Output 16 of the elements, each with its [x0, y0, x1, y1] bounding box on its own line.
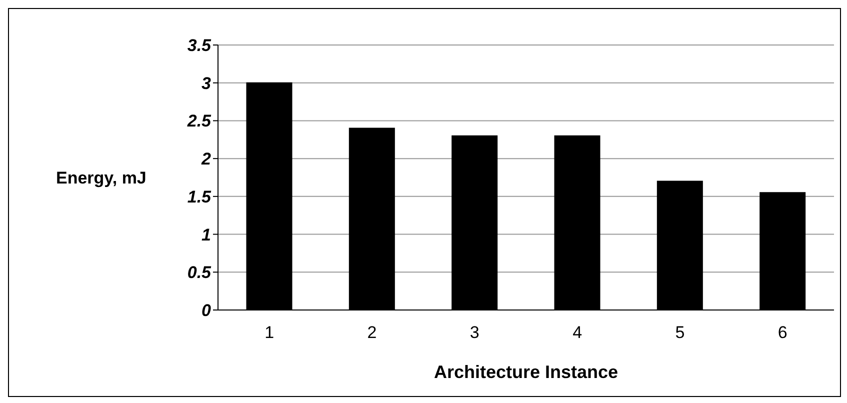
- y-tick-label: 1.5: [187, 187, 212, 206]
- x-tick-label: 6: [778, 323, 788, 342]
- x-tick-label: 4: [572, 323, 582, 342]
- x-tick-label: 2: [367, 323, 377, 342]
- y-tick-label: 0.5: [187, 263, 212, 282]
- x-tick-label: 1: [264, 323, 274, 342]
- y-tick-label: 2.5: [186, 112, 212, 131]
- y-tick-label: 0: [202, 301, 212, 320]
- x-tick-label: 5: [675, 323, 685, 342]
- x-axis-title: Architecture Instance: [434, 362, 618, 382]
- y-tick-label: 3: [202, 74, 212, 93]
- x-tick-label: 3: [470, 323, 480, 342]
- y-tick-label: 3.5: [187, 36, 212, 56]
- y-tick-label: 2: [200, 150, 212, 169]
- y-axis-title: Energy, mJ: [56, 168, 146, 188]
- y-tick-label: 1: [202, 225, 211, 244]
